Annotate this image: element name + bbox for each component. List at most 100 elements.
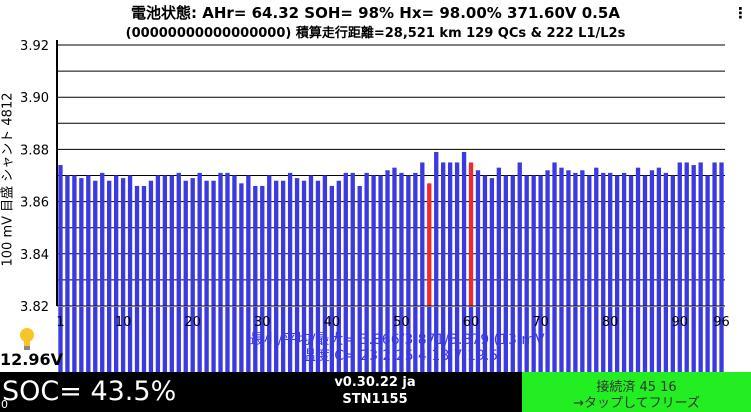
lower-bar [204, 307, 209, 372]
station-text: STN1155 [342, 392, 408, 407]
lower-bar [225, 307, 230, 372]
lower-bar [691, 307, 696, 372]
lower-bar [58, 307, 63, 372]
cell-bar [719, 162, 724, 306]
lower-bar [670, 307, 675, 372]
y-tick-label: 3.86 [20, 196, 49, 211]
cell-bar [127, 175, 133, 306]
lower-bar [336, 307, 341, 372]
lower-bar [169, 307, 174, 372]
lower-bar [698, 307, 703, 372]
lower-bar [719, 307, 724, 372]
lower-bar [705, 307, 710, 372]
cell-bar [580, 170, 585, 306]
cell-bar [663, 172, 669, 306]
cell-bar [86, 175, 91, 306]
lower-bar [712, 307, 717, 372]
lower-bar [399, 307, 404, 372]
overflow-menu-icon[interactable]: ⋮ [733, 4, 748, 22]
cell-bar [225, 172, 230, 306]
cell-bar [350, 172, 355, 306]
cell-bar [482, 175, 488, 306]
small-label: 0 [1, 398, 8, 411]
x-tick-label: 70 [532, 315, 549, 330]
cell-bar [489, 178, 495, 306]
freeze-toggle-button[interactable]: 接続済 45 16 →タップしてフリーズ [522, 372, 751, 412]
lower-bar [176, 307, 181, 372]
lower-bar [573, 307, 578, 372]
lower-bar [86, 307, 91, 372]
cell-bar [155, 175, 161, 306]
cell-bar [107, 180, 112, 306]
cell-bar [134, 185, 140, 306]
x-tick-label: 50 [393, 315, 410, 330]
cell-bar [204, 180, 209, 306]
x-tick-label: 1 [56, 315, 64, 330]
cell-bar [329, 185, 335, 306]
cell-bar [294, 178, 300, 306]
lower-bar [183, 307, 188, 372]
temperature-text: 温度 C= 23.2 25.4 18.7 19.5 [302, 348, 498, 364]
cell-bar [531, 175, 536, 306]
cell-bar [503, 175, 508, 306]
lower-bar [427, 307, 432, 372]
cell-bar [267, 175, 272, 306]
cell-bar [649, 170, 655, 306]
cell-bar [608, 172, 613, 306]
cell-bar [343, 172, 348, 306]
lower-bar [364, 307, 369, 372]
lower-bar [559, 307, 564, 372]
cell-bar [406, 175, 411, 306]
lower-bar [162, 307, 168, 372]
lower-bar [141, 307, 147, 372]
y-tick-label: 3.82 [20, 300, 49, 315]
y-tick-labels: 3.82 3.84 3.86 3.88 3.90 3.92 [20, 39, 49, 315]
version-text: v0.30.22 ja [334, 375, 416, 390]
lower-bar [113, 307, 119, 372]
lower-bar [253, 307, 258, 372]
cell-bar [336, 180, 341, 306]
lower-bar [531, 307, 536, 372]
cell-bar [427, 183, 432, 306]
cell-bar [58, 165, 63, 306]
lower-bar [601, 307, 606, 372]
lower-bar [385, 307, 390, 372]
x-tick-labels: 1 10 20 30 40 50 60 70 80 90 96 [56, 315, 729, 330]
lower-bar [79, 307, 84, 372]
lower-bar [371, 307, 376, 372]
cell-bar [190, 178, 195, 306]
cell-bar [524, 175, 529, 306]
cell-bar [413, 172, 418, 306]
lower-bar [93, 307, 98, 372]
cell-bar [496, 167, 502, 306]
cell-bar [691, 165, 696, 306]
cell-bar [246, 175, 251, 306]
lower-bar [587, 307, 592, 372]
x-tick-label: 80 [602, 315, 619, 330]
cell-bar [601, 172, 606, 306]
x-tick-label: 30 [254, 315, 271, 330]
cell-bar [148, 180, 154, 306]
lightbulb-icon[interactable] [18, 326, 36, 352]
lower-bar [301, 307, 307, 372]
cell-bar [670, 175, 675, 306]
lower-bar [239, 307, 244, 372]
cell-bar [315, 180, 321, 306]
cell-bar [441, 162, 446, 306]
lower-bar [120, 307, 126, 372]
lower-bar [308, 307, 314, 372]
cell-bar [100, 172, 105, 306]
lower-bar [447, 307, 453, 372]
cell-bar [260, 185, 265, 306]
lower-bar [621, 307, 627, 372]
lower-bar [343, 307, 348, 372]
lower-bar [538, 307, 543, 372]
lower-bar [608, 307, 613, 372]
cell-bar [552, 162, 557, 306]
cell-voltage-chart: 3.82 3.84 3.86 3.88 3.90 3.92 1 10 20 30 40 50 60 70… [20, 39, 730, 372]
cell-bar [461, 152, 467, 306]
lower-bar [594, 307, 599, 372]
cell-bar [559, 167, 564, 306]
cell-bar [385, 170, 390, 306]
cell-bar [594, 167, 599, 306]
